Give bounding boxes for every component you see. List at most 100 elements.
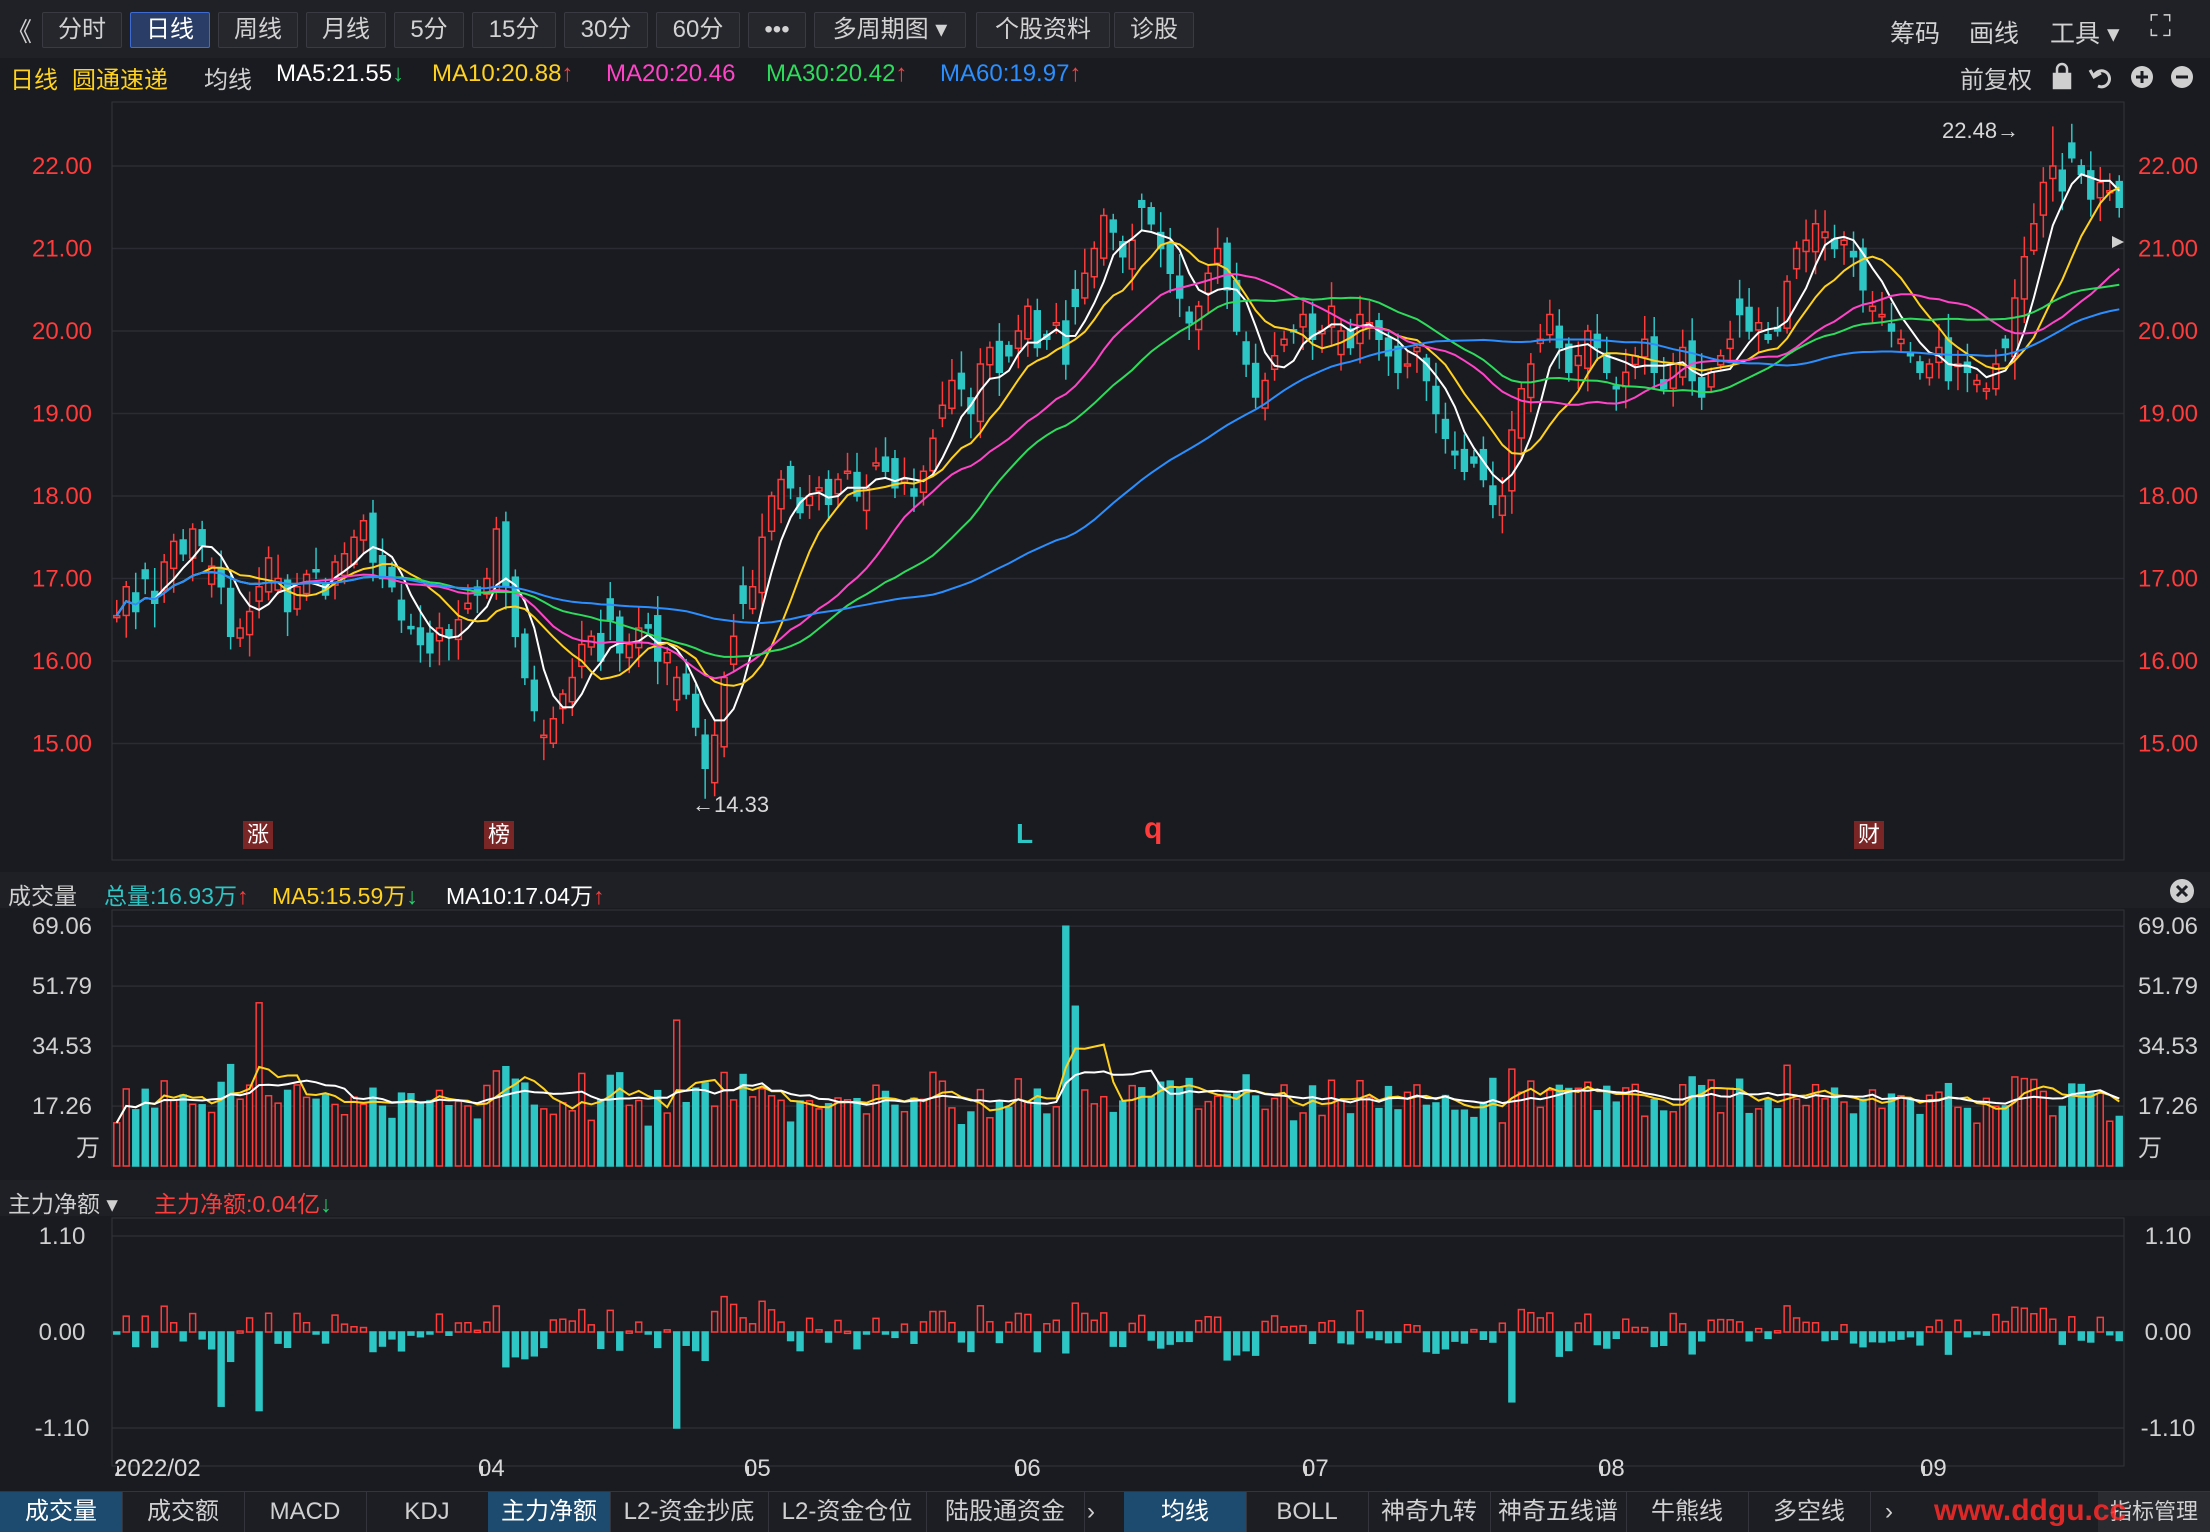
period-button-3[interactable]: 月线 — [306, 12, 386, 48]
flow-bar[interactable] — [1394, 1331, 1402, 1343]
candle-body[interactable] — [578, 643, 586, 668]
flow-bar[interactable] — [720, 1295, 728, 1333]
volume-bar[interactable] — [198, 1104, 206, 1167]
flow-bar[interactable] — [1897, 1331, 1905, 1340]
candle-body[interactable] — [644, 624, 652, 629]
candle-body[interactable] — [682, 673, 690, 695]
candle-body[interactable] — [2049, 165, 2057, 180]
volume-bar[interactable] — [416, 1102, 425, 1167]
volume-bar[interactable] — [938, 1080, 947, 1167]
flow-bar[interactable] — [1261, 1320, 1269, 1333]
flow-bar[interactable] — [2096, 1316, 2104, 1333]
volume-bar[interactable] — [226, 1063, 235, 1167]
back-chevron-icon[interactable]: 《 — [6, 17, 33, 47]
volume-bar[interactable] — [1043, 1113, 1051, 1167]
volume-bar[interactable] — [691, 1087, 700, 1167]
volume-bar[interactable] — [1337, 1099, 1345, 1167]
volume-bar[interactable] — [853, 1097, 861, 1167]
candle-body[interactable] — [1641, 338, 1649, 358]
flow-bar[interactable] — [331, 1314, 339, 1333]
candle-body[interactable] — [796, 497, 804, 514]
flow-bar[interactable] — [834, 1319, 842, 1333]
volume-bar[interactable] — [919, 1098, 928, 1167]
volume-bar[interactable] — [910, 1097, 918, 1167]
volume-bar[interactable] — [1517, 1091, 1526, 1167]
candle-body[interactable] — [1840, 239, 1848, 246]
volume-bar[interactable] — [1716, 1112, 1725, 1167]
volume-bar[interactable] — [872, 1084, 880, 1167]
flow-bar[interactable] — [1603, 1331, 1611, 1349]
volume-bar[interactable] — [616, 1072, 624, 1167]
candle-body[interactable] — [986, 346, 994, 366]
flow-bar[interactable] — [1612, 1331, 1620, 1340]
volume-bar[interactable] — [312, 1098, 320, 1167]
volume-bar[interactable] — [236, 1098, 244, 1167]
draw-line-button[interactable]: 画线 — [1969, 20, 2020, 48]
candle-body[interactable] — [2096, 181, 2104, 199]
volume-bar[interactable] — [445, 1105, 453, 1167]
candle-body[interactable] — [1166, 243, 1174, 275]
flow-bar[interactable] — [976, 1305, 985, 1333]
candle-body[interactable] — [530, 679, 539, 712]
flow-bar[interactable] — [957, 1331, 966, 1343]
flow-bar[interactable] — [1318, 1321, 1326, 1333]
flow-bar[interactable] — [1232, 1331, 1241, 1356]
volume-bar[interactable] — [597, 1099, 605, 1167]
volume-bar[interactable] — [283, 1089, 292, 1167]
flow-bar[interactable] — [464, 1321, 472, 1333]
candle-body[interactable] — [710, 734, 719, 784]
candle-body[interactable] — [568, 676, 576, 703]
flow-bar[interactable] — [1194, 1319, 1203, 1333]
overlay-tab-4[interactable]: 牛熊线 — [1626, 1492, 1749, 1532]
candle-body[interactable] — [1213, 247, 1222, 265]
volume-bar[interactable] — [1157, 1081, 1165, 1167]
volume-bar[interactable] — [1261, 1108, 1269, 1167]
candle-body[interactable] — [1726, 338, 1734, 350]
volume-bar[interactable] — [1014, 1078, 1023, 1167]
volume-bar[interactable] — [350, 1096, 358, 1167]
flow-bar[interactable] — [1422, 1331, 1431, 1353]
flow-bar[interactable] — [369, 1331, 377, 1353]
candle-body[interactable] — [1735, 298, 1744, 316]
flow-bar[interactable] — [1033, 1331, 1042, 1353]
flow-bar[interactable] — [502, 1331, 510, 1368]
volume-bar[interactable] — [483, 1084, 491, 1167]
flow-bar[interactable] — [1878, 1331, 1886, 1343]
flow-bar[interactable] — [1175, 1331, 1184, 1343]
volume-bar[interactable] — [302, 1096, 311, 1167]
volume-bar[interactable] — [767, 1095, 776, 1167]
flow-bar[interactable] — [1935, 1319, 1943, 1333]
flow-bar[interactable] — [1062, 1331, 1070, 1354]
flow-bar[interactable] — [654, 1331, 662, 1349]
flow-bar[interactable] — [1128, 1322, 1136, 1333]
volume-bar[interactable] — [1811, 1083, 1820, 1167]
candle-body[interactable] — [369, 512, 377, 563]
candle-body[interactable] — [113, 614, 121, 619]
volume-bar[interactable] — [1802, 1104, 1810, 1167]
volume-bar[interactable] — [1792, 1098, 1801, 1167]
candle-body[interactable] — [938, 404, 947, 419]
candle-body[interactable] — [1327, 305, 1336, 328]
volume-bar[interactable] — [1565, 1087, 1573, 1167]
candle-body[interactable] — [976, 363, 985, 423]
volume-bar[interactable] — [1308, 1085, 1317, 1167]
flow-bar[interactable] — [141, 1315, 149, 1333]
flow-bar[interactable] — [302, 1321, 311, 1333]
flow-bar[interactable] — [919, 1321, 928, 1333]
volume-bar[interactable] — [1289, 1120, 1298, 1167]
flow-bar[interactable] — [1916, 1331, 1924, 1346]
flow-bar[interactable] — [1138, 1314, 1146, 1333]
volume-bar[interactable] — [1204, 1100, 1212, 1167]
flow-bar[interactable] — [1470, 1328, 1478, 1333]
volume-bar[interactable] — [1897, 1094, 1905, 1167]
candle-body[interactable] — [739, 585, 747, 604]
flow-bar[interactable] — [511, 1331, 520, 1358]
flow-bar[interactable] — [1906, 1331, 1915, 1338]
flow-bar[interactable] — [359, 1326, 368, 1333]
flow-bar[interactable] — [1043, 1323, 1051, 1333]
period-button-1[interactable]: 日线 — [130, 12, 210, 48]
candle-body[interactable] — [1982, 388, 1991, 392]
candle-body[interactable] — [1688, 340, 1696, 382]
volume-bar[interactable] — [1878, 1107, 1886, 1167]
period-button-4[interactable]: 5分 — [394, 12, 464, 48]
